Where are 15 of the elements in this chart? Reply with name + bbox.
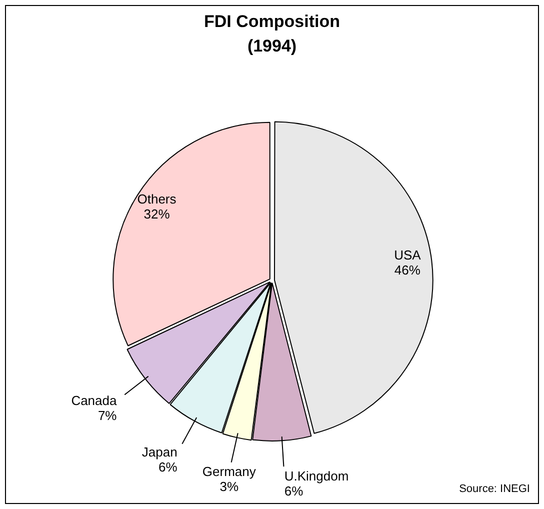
data-label: 7% — [98, 408, 118, 423]
data-label: 32% — [144, 206, 170, 222]
slice-label: Japan — [142, 444, 178, 460]
slice-label: Others — [137, 191, 177, 206]
data-label: 46% — [394, 262, 421, 278]
data-label: 3% — [220, 479, 239, 494]
slice-label: USA — [394, 247, 422, 262]
data-label: 6% — [158, 460, 178, 475]
slice-label: Germany — [202, 464, 256, 480]
data-label: 6% — [284, 484, 304, 499]
source-note: Source: INEGI — [459, 483, 530, 495]
chart-title: FDI Composition — [204, 12, 340, 31]
slice-label: Canada — [71, 392, 118, 408]
chart-subtitle: (1994) — [247, 36, 297, 56]
slice-label: U.Kingdom — [284, 468, 349, 484]
